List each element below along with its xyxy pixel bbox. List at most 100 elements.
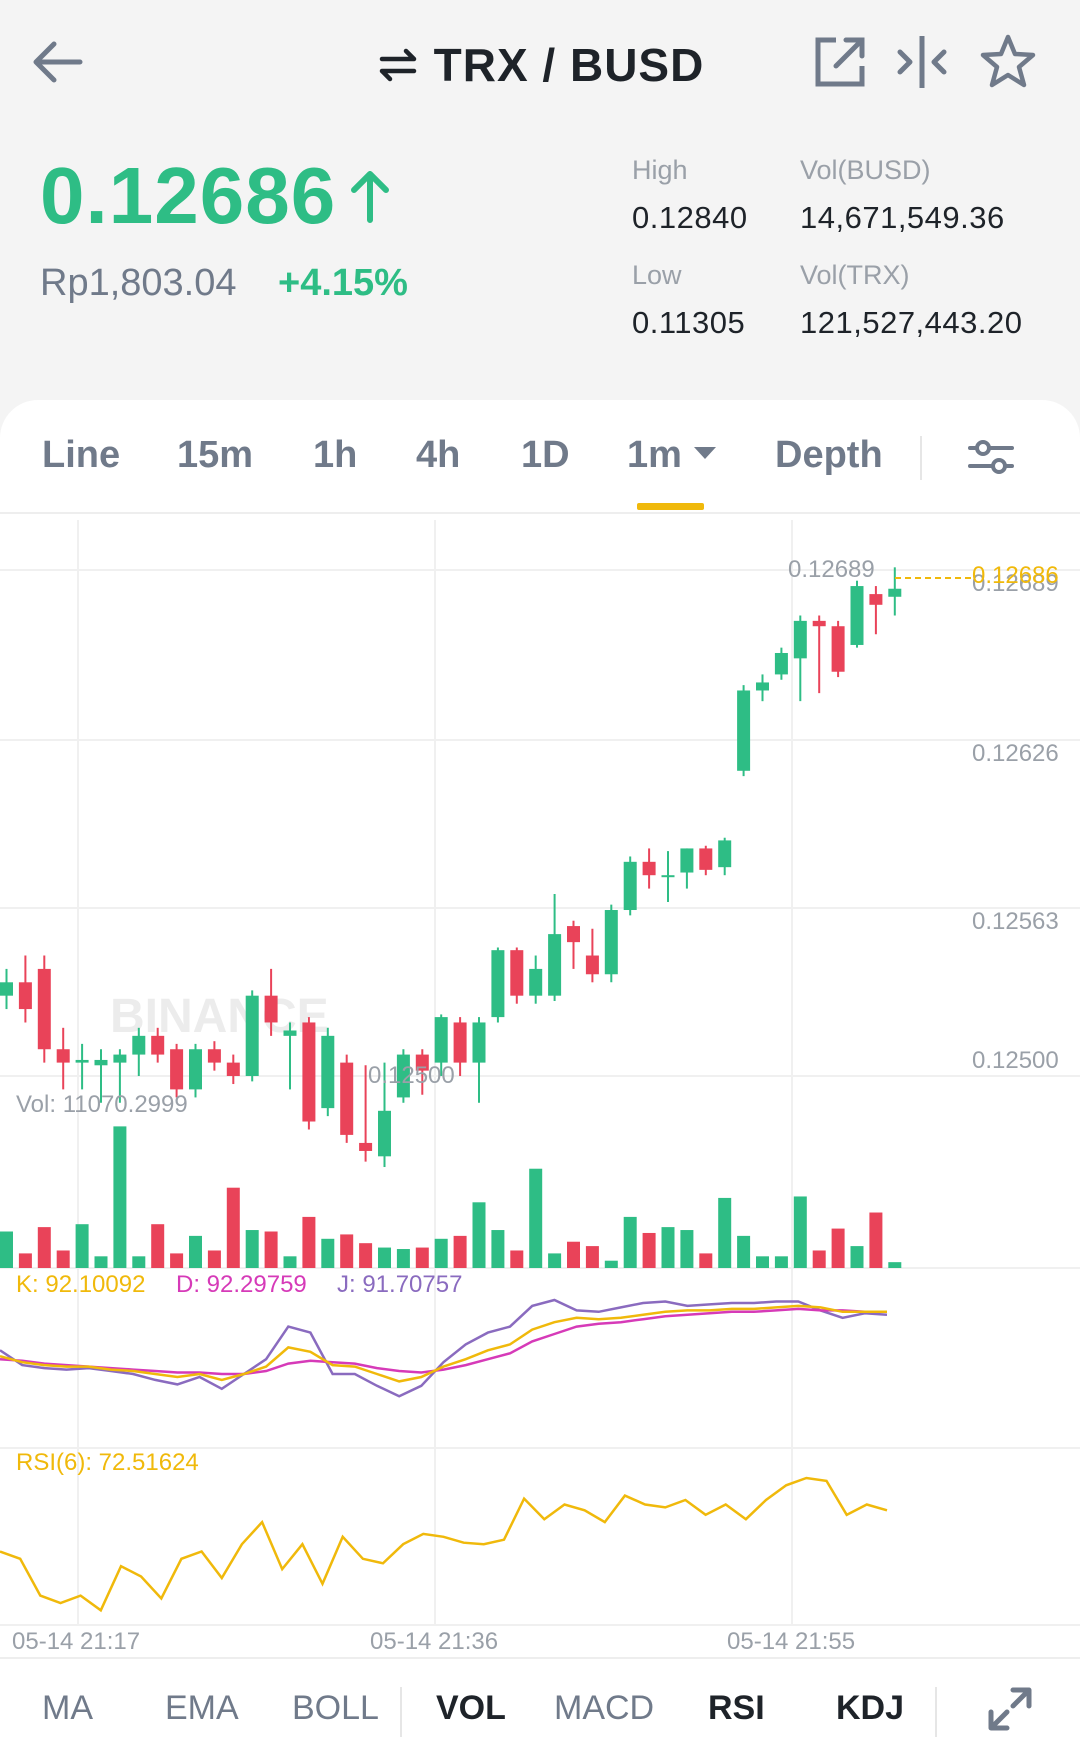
rsi-polyline: [0, 1476, 888, 1613]
kdj-k-label: K: 92.10092: [16, 1271, 145, 1298]
back-arrow-icon[interactable]: [28, 30, 92, 94]
split-icon[interactable]: [892, 32, 952, 92]
tab-1h[interactable]: 1h: [313, 434, 358, 476]
tab-1d[interactable]: 1D: [521, 434, 570, 476]
low-value: 0.11305: [632, 305, 746, 340]
tab-1m-label: 1m: [627, 434, 682, 476]
candle-body: [18, 982, 32, 1010]
kdj-k-line: [0, 1304, 887, 1383]
volume-bar: [113, 1126, 127, 1268]
volume-bars: [0, 1126, 902, 1268]
candle-body: [737, 690, 751, 771]
fiat-price: Rp1,803.04: [40, 262, 237, 304]
candle-body: [207, 1049, 221, 1063]
active-tab-indicator: [637, 503, 704, 510]
volume-bar: [548, 1253, 562, 1268]
time-axis-label: 05-14 21:55: [727, 1628, 855, 1655]
last-price: 0.12686: [40, 150, 392, 242]
volume-bar: [283, 1256, 297, 1268]
pair-title[interactable]: TRX / BUSD: [376, 38, 705, 92]
tab-4h[interactable]: 4h: [416, 434, 461, 476]
volume-bar: [510, 1250, 524, 1268]
kline-chart[interactable]: BINANCE 0.12689 0.12626 0.12563 0.12500 …: [0, 0, 1080, 1657]
rsi-line: [0, 1476, 888, 1613]
candle-body: [529, 968, 543, 996]
volume-bar: [793, 1196, 807, 1268]
min-price-marker: 0.12500: [368, 1062, 455, 1089]
volume-bar: [415, 1247, 429, 1268]
candle-body: [170, 1049, 184, 1090]
candle-body: [245, 995, 259, 1076]
candle-body: [0, 982, 13, 996]
candle-body: [585, 955, 599, 975]
high-value: 0.12840: [632, 200, 748, 235]
vol-busd-value: 14,671,549.36: [800, 200, 1005, 235]
candle-body: [774, 652, 788, 675]
indicator-vol[interactable]: VOL: [436, 1689, 506, 1727]
volume-bar: [396, 1249, 410, 1268]
candle-body: [94, 1059, 108, 1066]
tab-15m[interactable]: 15m: [177, 434, 254, 476]
volume-bar: [207, 1250, 221, 1268]
volume-bar: [699, 1253, 713, 1268]
indicator-kdj[interactable]: KDJ: [836, 1689, 905, 1727]
candle-body: [756, 682, 769, 691]
volume-bar: [869, 1212, 883, 1268]
volume-bar: [680, 1230, 694, 1268]
volume-bar: [472, 1202, 486, 1268]
candle-body: [510, 950, 524, 996]
indicator-boll[interactable]: BOLL: [292, 1689, 379, 1727]
volume-bar: [75, 1224, 89, 1268]
candle-body: [661, 875, 675, 878]
candle-body: [56, 1049, 70, 1063]
candle-body: [378, 1110, 391, 1157]
candle-body: [850, 586, 864, 645]
rsi-label: RSI(6): 72.51624: [16, 1449, 199, 1476]
kdj-j-line: [0, 1298, 888, 1398]
volume-label: Vol: 11070.2999: [16, 1091, 188, 1118]
candle-body: [151, 1035, 165, 1055]
volume-bar: [226, 1187, 240, 1268]
volume-bar: [831, 1228, 845, 1268]
high-label: High: [632, 155, 688, 185]
change-percent: +4.15%: [278, 262, 408, 304]
volume-bar: [0, 1231, 13, 1268]
candle-body: [434, 1017, 448, 1063]
sliders-icon[interactable]: [966, 434, 1016, 480]
external-link-icon[interactable]: [810, 32, 870, 92]
volume-bar: [264, 1231, 278, 1268]
volume-bar: [850, 1246, 864, 1268]
tab-depth[interactable]: Depth: [775, 434, 883, 476]
top-bar: TRX / BUSD: [0, 0, 1080, 130]
candle-body: [75, 1059, 89, 1063]
expand-icon[interactable]: [985, 1684, 1035, 1734]
star-icon[interactable]: [978, 32, 1038, 92]
kdj-d-label: D: 92.29759: [176, 1271, 307, 1298]
pair-name: TRX / BUSD: [433, 39, 705, 91]
indicator-rsi[interactable]: RSI: [708, 1689, 765, 1727]
price-axis-label: 0.12563: [972, 908, 1059, 935]
tab-line[interactable]: Line: [42, 434, 121, 476]
price-axis-label: 0.12689: [972, 570, 1059, 597]
candle-body: [453, 1022, 467, 1063]
volume-bar: [94, 1256, 108, 1268]
indicator-macd[interactable]: MACD: [554, 1689, 655, 1727]
volume-bar: [359, 1243, 373, 1268]
candle-body: [699, 848, 713, 870]
candle-body: [189, 1049, 202, 1090]
candle-body: [472, 1022, 486, 1063]
volume-bar: [737, 1235, 751, 1268]
volume-bar: [340, 1234, 354, 1268]
indicator-ema[interactable]: EMA: [165, 1689, 239, 1727]
volume-bar: [774, 1256, 788, 1268]
tab-1m[interactable]: 1m: [627, 434, 716, 477]
time-axis-label: 05-14 21:17: [12, 1628, 140, 1655]
indicator-ma[interactable]: MA: [42, 1689, 93, 1727]
current-price-label: 0.12686: [972, 562, 1059, 589]
caret-down-icon: [693, 446, 716, 459]
volume-bar: [756, 1256, 769, 1268]
volume-bar: [170, 1253, 184, 1268]
low-label: Low: [632, 260, 682, 290]
indicator-bar: MA EMA BOLL VOL MACD RSI KDJ: [0, 1657, 1080, 1764]
volume-bar: [642, 1232, 656, 1268]
